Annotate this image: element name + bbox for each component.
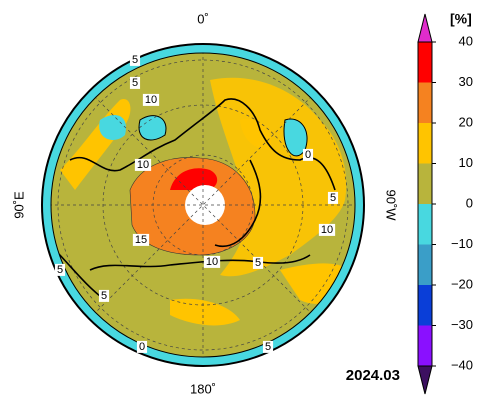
colorbar-tick-label: −40 [451,357,473,372]
contour-label: 5 [132,54,138,66]
contour-label: 5 [255,257,261,269]
colorbar-band [418,163,432,204]
map-field [51,53,355,357]
colorbar-tick-label: −30 [451,317,473,332]
colorbar-band [418,204,432,245]
contour-label: 0 [305,149,311,161]
contour-label-box [98,289,110,302]
colorbar-tick-label: 30 [459,74,473,89]
contour-label-box [136,340,148,353]
contour-label-box [203,255,221,268]
contour-label-box [54,263,66,276]
contour-label-box [134,158,152,171]
colorbar-tick-label: −10 [451,236,473,251]
colorbar-band [418,42,432,83]
contour-label-box [142,93,160,106]
contour-label: 5 [330,192,336,204]
date-label: 2024.03 [346,367,400,384]
colorbar-band [418,82,432,123]
contour-label: 10 [137,159,149,171]
map-edge [50,52,356,358]
colorbar-under [417,365,433,395]
contour-label-box [302,148,314,161]
contour-label: 15 [135,234,147,246]
colorbar-band [418,123,432,164]
lon-label: 90˚W [384,189,399,221]
colorbar-tick-label: 0 [466,195,473,210]
contour-label: 10 [145,94,157,106]
contour-label-box [327,191,339,204]
contour-label-box [129,53,141,66]
contour-label: 10 [321,224,333,236]
unit-label: [%] [450,11,472,27]
contour-label-box [132,233,150,246]
contour-label: 5 [265,341,271,353]
lon-label: 90˚E [11,191,26,219]
lon-label: 0˚ [197,11,209,26]
lon-label: 180˚ [190,381,216,396]
colorbar-band [418,244,432,285]
contour-label: 5 [101,290,107,302]
contour-label: 5 [57,264,63,276]
contour-label-box [262,340,274,353]
colorbar-band [418,285,432,326]
contour-label: 10 [206,256,218,268]
contour-label: 0 [139,341,145,353]
contour-label-box [252,256,264,269]
colorbar-tick-label: 40 [459,33,473,48]
colorbar-tick-label: 10 [459,155,473,170]
colorbar-tick-label: −20 [451,276,473,291]
contour-label: 5 [132,77,138,89]
colorbar-band [418,325,432,366]
contour-label-box [129,76,141,89]
contour-label-box [318,223,336,236]
colorbar-over [417,13,433,43]
colorbar-tick-label: 20 [459,114,473,129]
